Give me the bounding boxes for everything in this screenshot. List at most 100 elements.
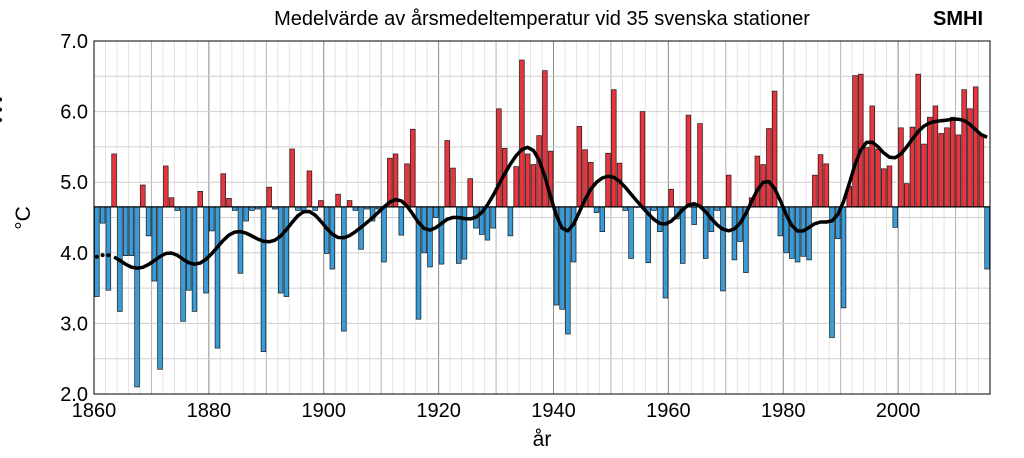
bar-1880 xyxy=(209,206,215,232)
bar-1996 xyxy=(875,148,881,208)
bar-1988 xyxy=(829,206,835,338)
bar-1893 xyxy=(283,206,290,297)
bar-1987 xyxy=(823,163,830,208)
y-tick-label: 2.0 xyxy=(60,384,88,406)
bar-1971 xyxy=(731,206,738,261)
bar-1935 xyxy=(524,153,531,208)
bar-2015 xyxy=(984,206,990,270)
plot-border xyxy=(93,40,991,395)
bar-1990 xyxy=(840,206,847,309)
bar-1871 xyxy=(157,206,163,370)
bar-1897 xyxy=(306,170,313,208)
bar-1995 xyxy=(869,105,875,208)
y-tick-label: 7.0 xyxy=(60,31,88,53)
smoothed-curve-group xyxy=(0,97,988,270)
bar-1920 xyxy=(438,206,445,265)
bar-1883 xyxy=(226,198,232,208)
bar-1958 xyxy=(657,206,663,232)
bar-1932 xyxy=(507,206,514,237)
bar-1869 xyxy=(145,206,152,237)
bar-1870 xyxy=(151,206,158,282)
y-tick-label: 6.0 xyxy=(60,102,88,124)
bar-2008 xyxy=(944,127,950,208)
bar-1914 xyxy=(404,163,410,208)
bar-1890 xyxy=(266,186,272,208)
y-tick-label: 3.0 xyxy=(60,313,88,335)
bar-1903 xyxy=(341,206,347,332)
bar-1904 xyxy=(346,200,353,208)
bar-1953 xyxy=(628,206,634,259)
bar-2004 xyxy=(921,143,927,208)
bar-2011 xyxy=(961,89,967,208)
bar-1930 xyxy=(496,108,502,208)
bar-1992 xyxy=(852,75,858,208)
smoothed-curve-endpoint xyxy=(106,253,111,258)
smoothed-curve-endpoint xyxy=(0,107,2,112)
bar-1885 xyxy=(237,206,244,274)
bar-1919 xyxy=(433,206,439,218)
bar-1865 xyxy=(122,206,129,256)
bar-1936 xyxy=(530,164,537,208)
bar-2010 xyxy=(955,134,962,208)
bar-1913 xyxy=(398,206,405,236)
smoothed-curve xyxy=(113,117,988,270)
bar-1910 xyxy=(381,206,387,263)
bar-1923 xyxy=(455,206,462,264)
x-tick-label: 1860 xyxy=(72,400,117,422)
x-tick-label: 1980 xyxy=(761,400,806,422)
x-axis-ticks: 1860 1880 1900 1920 1940 1960 1980 2000 xyxy=(72,400,921,422)
bar-1925 xyxy=(467,178,473,208)
bar-1984 xyxy=(806,206,812,261)
bar-1921 xyxy=(444,140,450,208)
bar-1889 xyxy=(260,206,267,352)
bar-1929 xyxy=(490,206,496,229)
bar-2000 xyxy=(898,127,904,208)
bar-2014 xyxy=(978,133,985,208)
x-tick-label: 1900 xyxy=(301,400,346,422)
y-tick-label: 4.0 xyxy=(60,243,88,265)
bar-1863 xyxy=(111,153,117,208)
bar-1986 xyxy=(817,154,824,208)
bar-1947 xyxy=(593,206,600,213)
bar-1928 xyxy=(484,206,491,241)
bar-1981 xyxy=(789,206,795,259)
bar-1934 xyxy=(519,59,525,208)
bar-1948 xyxy=(599,206,606,232)
bar-1924 xyxy=(461,206,468,260)
bar-2005 xyxy=(926,116,933,208)
x-tick-label: 1880 xyxy=(187,400,232,422)
bar-1902 xyxy=(335,193,341,208)
chart-title: Medelvärde av årsmedeltemperatur vid 35 … xyxy=(274,8,810,30)
bar-1944 xyxy=(576,126,583,208)
bar-1881 xyxy=(214,206,221,349)
y-axis-ticks: 7.0 6.0 5.0 4.0 3.0 2.0 xyxy=(60,31,88,406)
smoothed-curve-endpoint xyxy=(0,118,2,123)
bar-1994 xyxy=(863,147,870,208)
bar-1876 xyxy=(186,206,192,291)
bar-1960 xyxy=(668,188,674,208)
grid-lines xyxy=(94,41,991,394)
bar-1866 xyxy=(128,206,135,256)
bar-1878 xyxy=(197,191,203,208)
bar-1875 xyxy=(180,206,186,322)
bar-1901 xyxy=(329,206,336,270)
bar-1862 xyxy=(105,206,112,291)
bar-1997 xyxy=(881,168,887,208)
bar-2003 xyxy=(915,73,921,208)
y-tick-label: 5.0 xyxy=(60,172,88,194)
y-axis-label: °C xyxy=(12,206,35,230)
bar-1892 xyxy=(277,206,284,294)
x-tick-label: 1920 xyxy=(416,400,461,422)
bar-1949 xyxy=(605,152,611,208)
bar-1894 xyxy=(289,148,295,208)
bar-1882 xyxy=(220,173,226,208)
x-tick-label: 2000 xyxy=(876,400,921,422)
bar-1872 xyxy=(163,165,169,208)
smoothed-curve-endpoint xyxy=(100,253,105,258)
bar-1965 xyxy=(697,123,703,208)
x-axis-label: år xyxy=(533,428,552,451)
bar-1964 xyxy=(691,206,697,225)
bar-1962 xyxy=(679,206,686,264)
bar-1975 xyxy=(754,155,761,208)
